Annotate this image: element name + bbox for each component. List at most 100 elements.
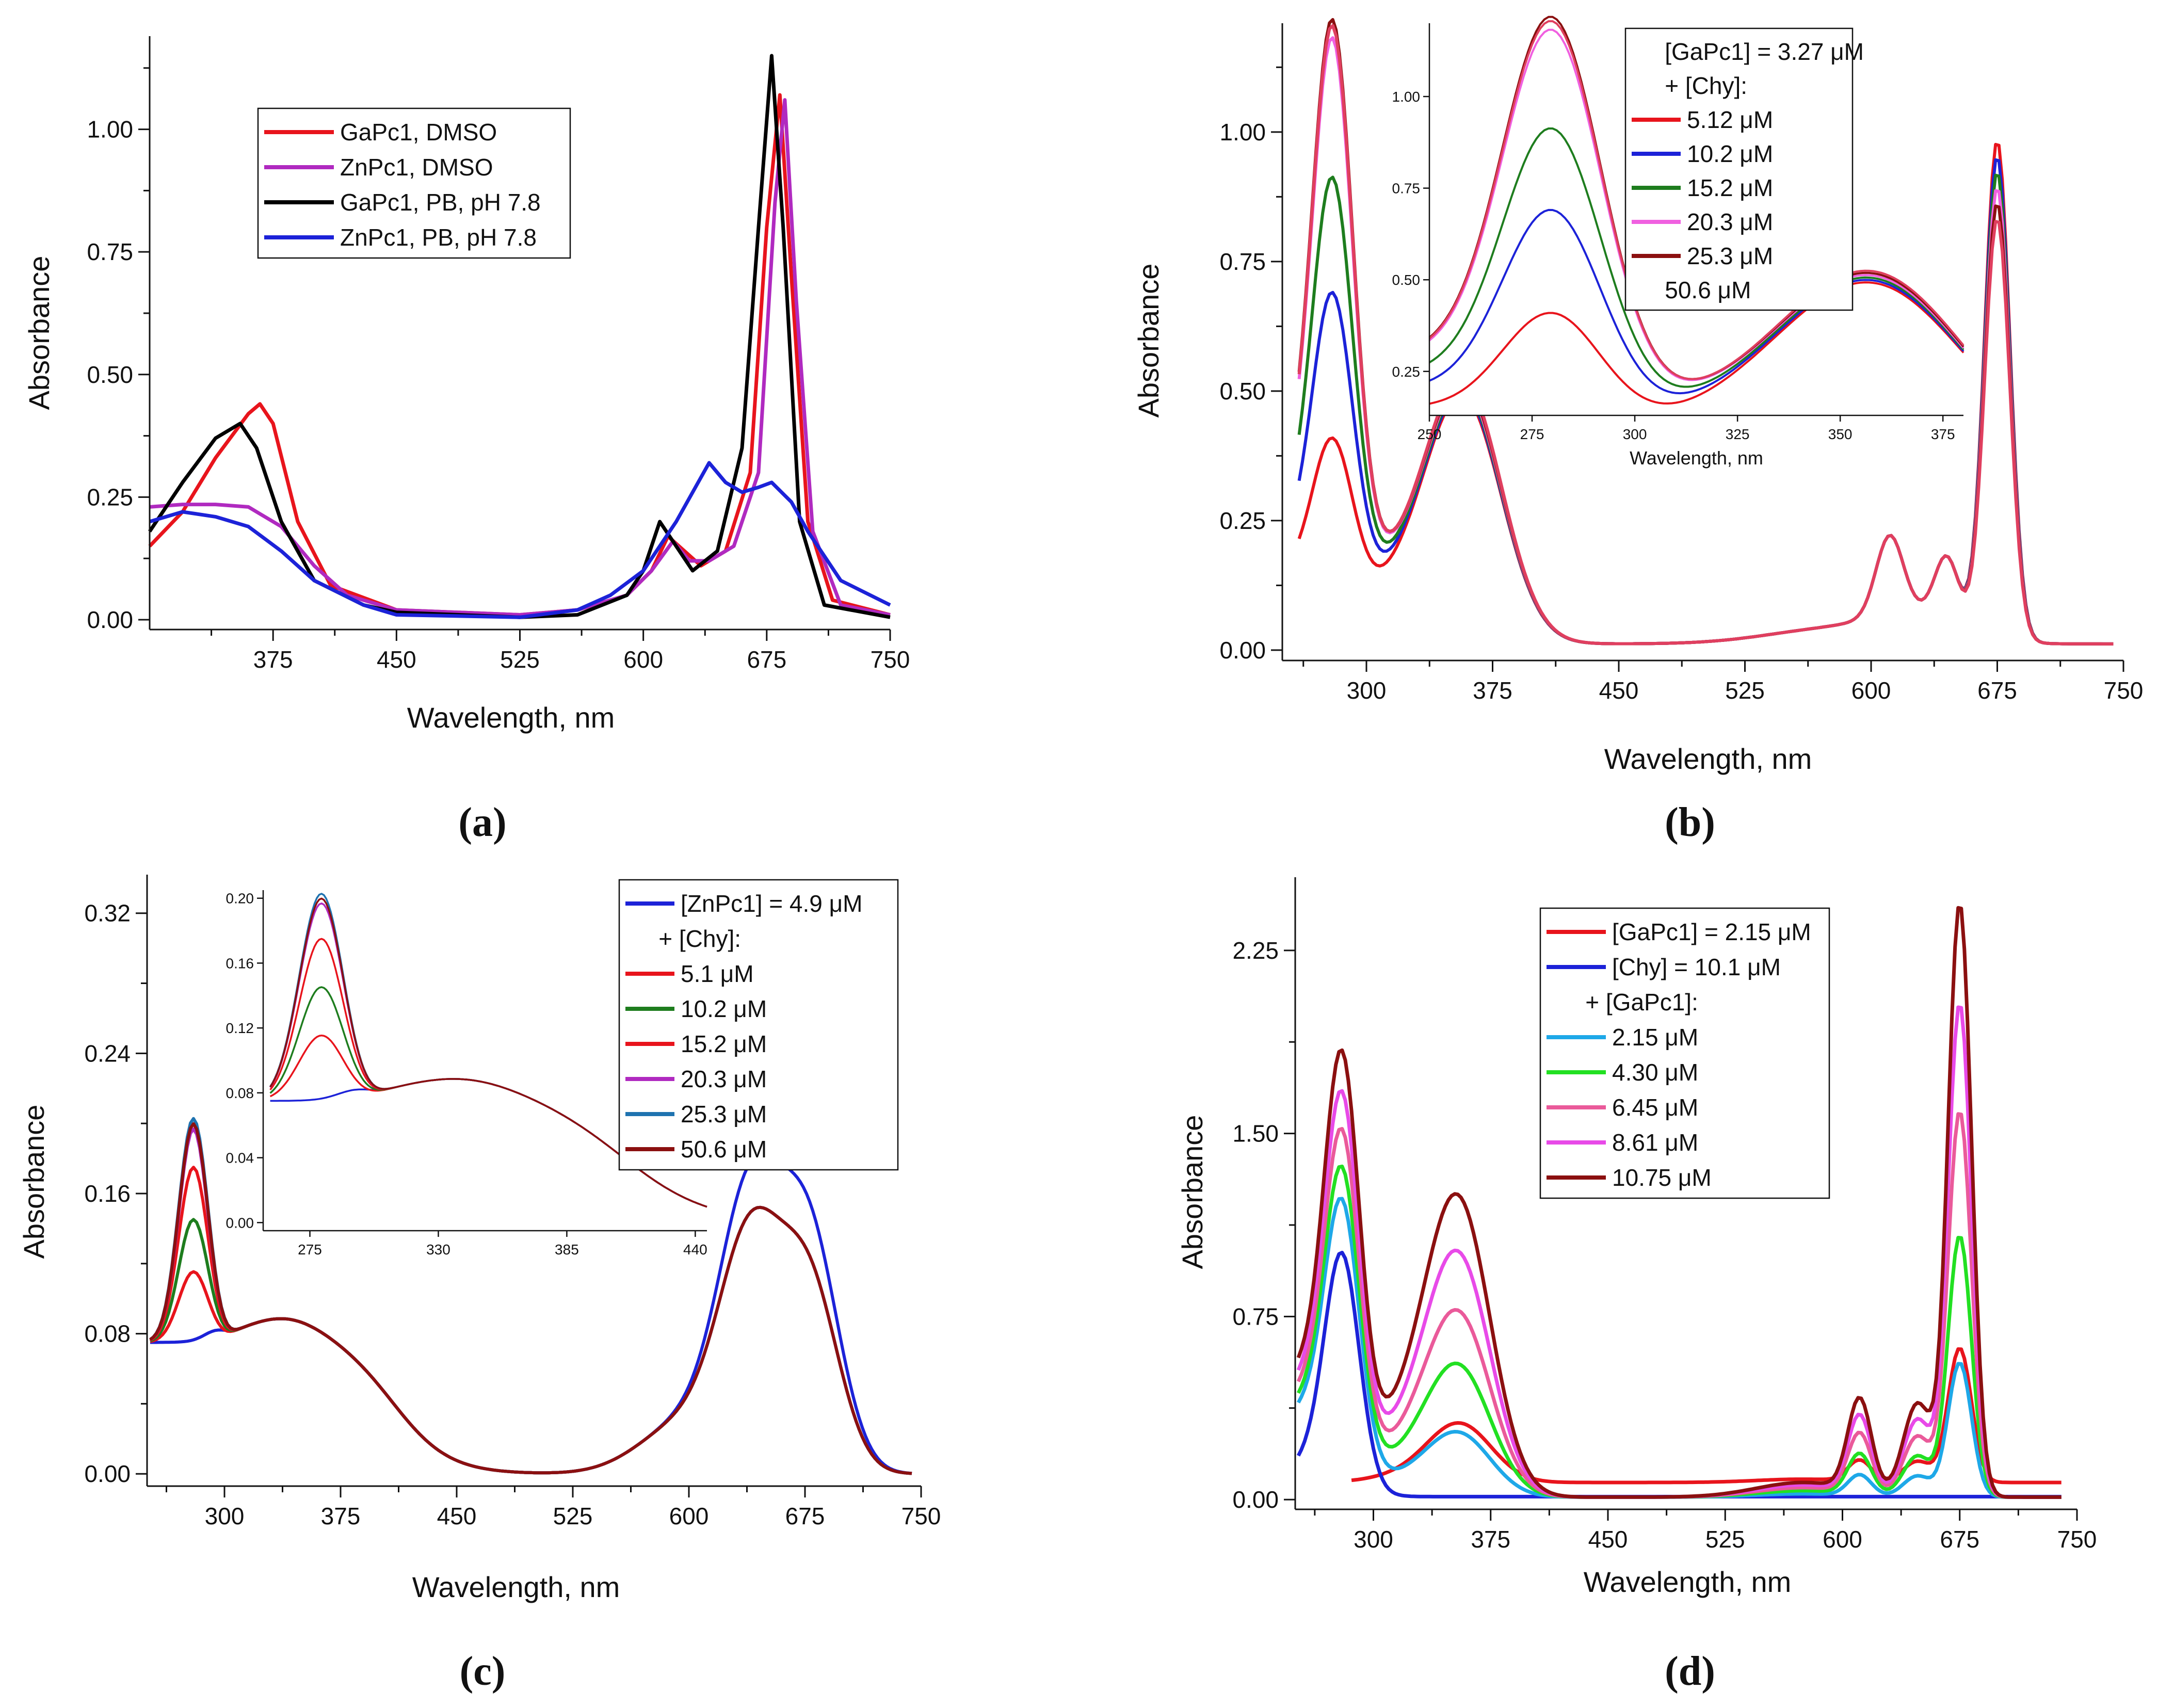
legend-box <box>1624 27 1854 311</box>
inset-y-tick-label: 1.00 <box>1392 89 1421 105</box>
legend-label: [Chy] = 10.1 μM <box>1612 954 1781 980</box>
legend-label: 25.3 μM <box>1687 243 1773 269</box>
y-tick-label: 0.00 <box>1232 1486 1279 1513</box>
y-tick-label: 0.16 <box>84 1180 131 1207</box>
legend-label: 6.45 μM <box>1612 1094 1698 1121</box>
inset-y-tick-label: 0.00 <box>226 1215 254 1231</box>
series-line-7 <box>1296 906 2062 1499</box>
y-tick-label: 1.00 <box>1219 119 1266 146</box>
panel-d-chart: 300 375 450 525 600 675 750 0.00 0.75 1.50 2.25 Wav… <box>1176 877 2097 1694</box>
inset-x-tick-label: 350 <box>1828 426 1853 442</box>
y-tick-label: 0.25 <box>1219 507 1266 534</box>
legend-label: 50.6 μM <box>1665 277 1751 303</box>
x-tick-label: 375 <box>321 1503 361 1529</box>
y-tick-label: 0.75 <box>87 238 133 265</box>
x-tick-label: 600 <box>1823 1526 1862 1553</box>
series-line-3 <box>148 54 891 619</box>
legend-label: [GaPc1] = 3.27 μM <box>1665 38 1864 65</box>
x-tick-label: 600 <box>1851 677 1891 704</box>
inset-x-tick-label: 440 <box>683 1242 707 1258</box>
panel-a-chart: 375 450 525 600 675 750 0.00 0.25 0.50 0.75 1.00 Wa… <box>23 36 910 845</box>
x-tick-label: 450 <box>377 646 416 673</box>
x-axis-title: Wavelength, nm <box>407 701 615 734</box>
y-axis-title: Absorbance <box>23 256 55 410</box>
y-axis-title: Absorbance <box>18 1105 50 1259</box>
x-tick-label: 675 <box>1977 677 2017 704</box>
x-tick-label: 525 <box>1725 677 1765 704</box>
y-tick-label: 0.75 <box>1232 1303 1279 1330</box>
y-tick-label: 0.75 <box>1219 248 1266 275</box>
y-axis-title: Absorbance <box>1132 264 1165 418</box>
y-tick-label: 0.50 <box>87 361 133 388</box>
inset-x-tick-label: 385 <box>555 1242 579 1258</box>
x-tick-label: 675 <box>1940 1526 1979 1553</box>
series-line-1 <box>1351 1347 2062 1485</box>
inset-x-tick-label: 375 <box>1931 426 1955 442</box>
inset-y-tick-label: 0.50 <box>1392 272 1421 288</box>
y-tick-label: 1.00 <box>87 116 133 143</box>
legend-label: [ZnPc1] = 4.9 μM <box>681 890 862 917</box>
legend-label: 25.3 μM <box>681 1101 767 1127</box>
series-line-2 <box>150 1205 912 1475</box>
legend-label: 10.2 μM <box>681 995 767 1022</box>
x-tick-label: 525 <box>1705 1526 1745 1553</box>
inset-y-tick-label: 0.25 <box>1392 364 1421 380</box>
inset-x-tick-label: 300 <box>1623 426 1647 442</box>
inset-y-tick-label: 0.75 <box>1392 181 1421 197</box>
x-tick-label: 750 <box>2057 1526 2097 1553</box>
legend-label: 50.6 μM <box>681 1136 767 1163</box>
legend-label: 20.3 μM <box>681 1066 767 1092</box>
legend-box <box>618 879 899 1171</box>
y-tick-label: 0.24 <box>84 1040 131 1067</box>
panel-label: (c) <box>460 1649 506 1694</box>
y-tick-label: 0.32 <box>84 900 131 927</box>
x-tick-label: 300 <box>1354 1526 1393 1553</box>
legend-label: 20.3 μM <box>1687 208 1773 235</box>
y-tick-label: 2.25 <box>1232 937 1279 964</box>
x-tick-label: 750 <box>2104 677 2144 704</box>
legend-label: ZnPc1, PB, pH 7.8 <box>340 224 537 251</box>
x-tick-label: 450 <box>437 1503 477 1529</box>
y-tick-label: 1.50 <box>1232 1120 1279 1147</box>
x-tick-label: 600 <box>669 1503 709 1529</box>
x-tick-label: 375 <box>1473 677 1512 704</box>
series-line-4 <box>149 461 891 619</box>
legend-label: + [GaPc1]: <box>1585 989 1698 1016</box>
y-tick-label: 0.50 <box>1219 378 1266 405</box>
legend-label: 10.2 μM <box>1687 140 1773 167</box>
inset-series-line-3 <box>1428 127 1964 388</box>
inset-y-tick-label: 0.08 <box>226 1085 254 1101</box>
x-tick-label: 450 <box>1599 677 1639 704</box>
legend-label: 4.30 μM <box>1612 1059 1698 1086</box>
x-tick-label: 600 <box>623 646 663 673</box>
legend-label: 5.1 μM <box>681 960 754 987</box>
x-axis-title: Wavelength, nm <box>1584 1566 1792 1598</box>
legend-label: 15.2 μM <box>1687 174 1773 201</box>
inset-x-axis-title: Wavelength, nm <box>1630 447 1763 469</box>
y-tick-label: 0.08 <box>84 1320 131 1347</box>
x-tick-label: 750 <box>901 1503 941 1529</box>
inset-x-tick-label: 250 <box>1418 426 1442 442</box>
inset-y-tick-label: 0.12 <box>226 1020 254 1036</box>
x-tick-label: 525 <box>553 1503 593 1529</box>
x-tick-label: 675 <box>785 1503 825 1529</box>
series-line-6 <box>1297 24 2114 646</box>
x-tick-label: 375 <box>1471 1526 1510 1553</box>
x-tick-label: 375 <box>253 646 293 673</box>
x-axis-title: Wavelength, nm <box>412 1571 620 1603</box>
inset-y-tick-label: 0.16 <box>226 955 254 971</box>
legend-label: 5.12 μM <box>1687 106 1773 133</box>
inset-series-line-1 <box>1429 281 1964 405</box>
series-line-7 <box>149 1122 912 1475</box>
panel-c-chart: 300 375 450 525 600 675 750 0.00 0.08 0.16 0.24 0.3… <box>18 875 941 1694</box>
legend-label: 10.75 μM <box>1612 1164 1712 1191</box>
series-line-3 <box>149 1205 912 1475</box>
inset-y-tick-label: 0.04 <box>226 1150 254 1166</box>
panel-label: (d) <box>1665 1649 1715 1694</box>
inset-x-tick-label: 275 <box>298 1242 322 1258</box>
x-tick-label: 450 <box>1588 1526 1628 1553</box>
x-tick-label: 300 <box>205 1503 245 1529</box>
x-tick-label: 675 <box>747 646 786 673</box>
inset-x-tick-label: 325 <box>1726 426 1750 442</box>
